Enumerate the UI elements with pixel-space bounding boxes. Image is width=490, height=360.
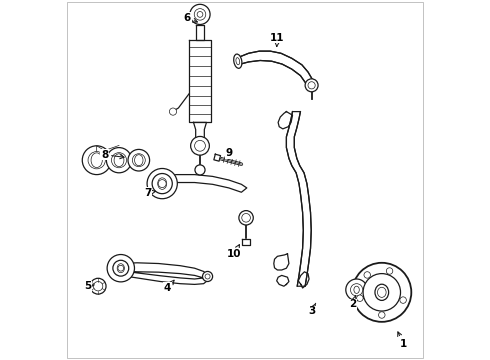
Circle shape (352, 263, 411, 322)
Text: 4: 4 (164, 280, 174, 293)
Circle shape (113, 260, 129, 276)
Text: 9: 9 (225, 148, 232, 158)
Circle shape (379, 312, 385, 318)
Text: 11: 11 (270, 33, 285, 46)
Circle shape (195, 140, 205, 151)
Polygon shape (194, 122, 206, 139)
Ellipse shape (114, 154, 124, 167)
Text: 1: 1 (398, 332, 407, 349)
Polygon shape (286, 112, 311, 286)
Polygon shape (162, 175, 247, 192)
Text: 3: 3 (308, 303, 316, 316)
Text: 6: 6 (184, 13, 197, 23)
Circle shape (88, 152, 105, 169)
Circle shape (107, 255, 134, 282)
Text: 10: 10 (227, 245, 242, 259)
Polygon shape (196, 25, 204, 40)
Circle shape (400, 297, 406, 303)
Polygon shape (277, 275, 289, 286)
Ellipse shape (375, 284, 389, 300)
Circle shape (111, 153, 126, 168)
Circle shape (195, 165, 205, 175)
Circle shape (191, 136, 209, 155)
Circle shape (194, 9, 206, 20)
Circle shape (147, 168, 177, 199)
Circle shape (128, 149, 149, 171)
Polygon shape (278, 112, 293, 129)
Polygon shape (238, 51, 313, 90)
Polygon shape (214, 154, 220, 161)
Ellipse shape (236, 58, 240, 65)
Ellipse shape (91, 153, 102, 167)
Circle shape (94, 282, 103, 291)
Circle shape (242, 213, 250, 222)
Text: 7: 7 (144, 188, 155, 198)
Polygon shape (121, 263, 207, 284)
Circle shape (158, 180, 166, 188)
Circle shape (346, 279, 368, 301)
Ellipse shape (158, 178, 167, 189)
Circle shape (357, 295, 363, 301)
Text: 2: 2 (349, 296, 357, 309)
Circle shape (308, 82, 315, 89)
Circle shape (197, 12, 203, 17)
Ellipse shape (354, 286, 359, 293)
Text: 5: 5 (84, 281, 95, 291)
Circle shape (364, 272, 370, 278)
Circle shape (202, 271, 213, 282)
Circle shape (239, 211, 253, 225)
Ellipse shape (377, 287, 386, 297)
Circle shape (350, 284, 363, 296)
Circle shape (205, 274, 210, 279)
Ellipse shape (117, 264, 124, 273)
Circle shape (190, 4, 210, 24)
Polygon shape (298, 272, 309, 288)
Circle shape (118, 265, 123, 271)
Polygon shape (189, 40, 211, 122)
Circle shape (106, 148, 132, 173)
Ellipse shape (234, 54, 242, 68)
Circle shape (152, 174, 172, 194)
Polygon shape (274, 254, 289, 270)
Circle shape (386, 268, 393, 274)
Circle shape (363, 274, 400, 311)
Circle shape (82, 146, 111, 175)
Circle shape (132, 154, 145, 167)
Text: 8: 8 (101, 150, 124, 160)
Circle shape (90, 278, 106, 294)
Polygon shape (243, 239, 250, 245)
Ellipse shape (135, 155, 143, 166)
Circle shape (305, 79, 318, 92)
Circle shape (170, 108, 176, 115)
